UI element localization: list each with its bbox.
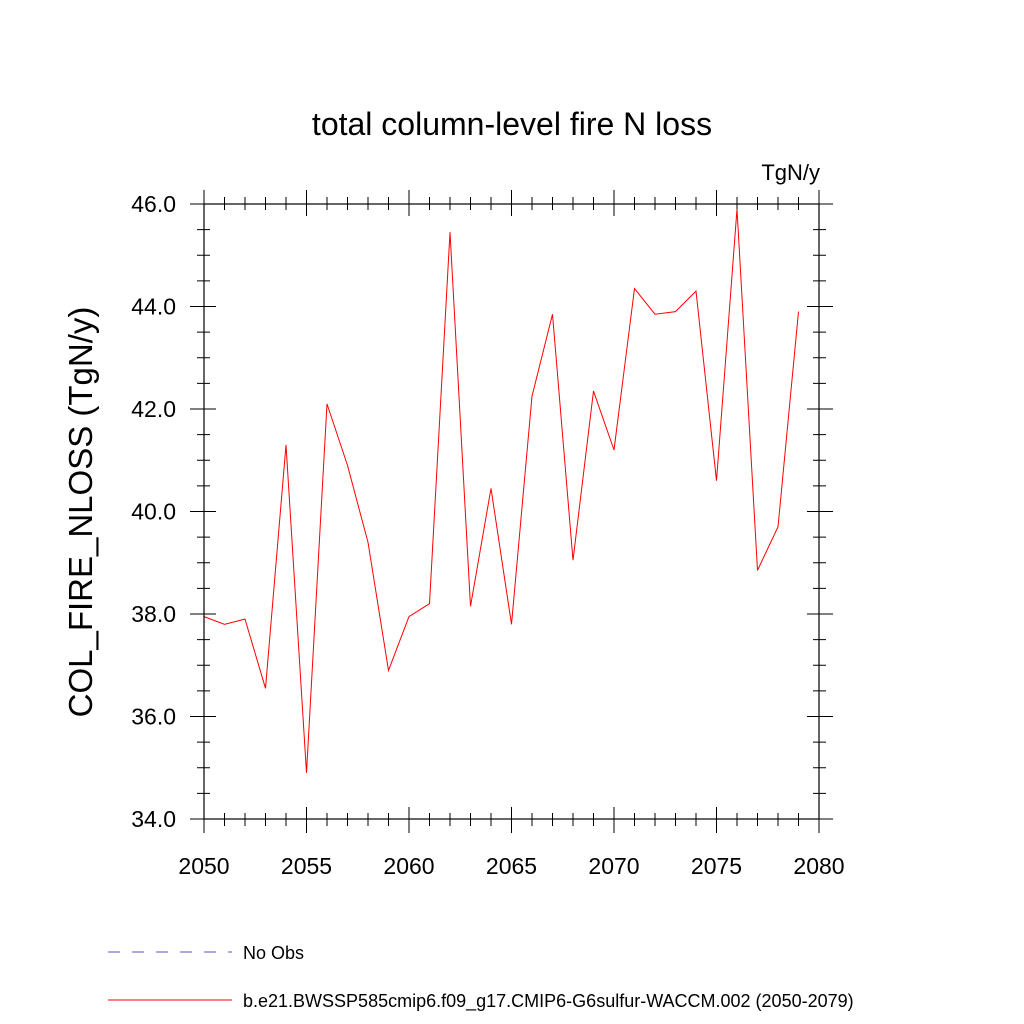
x-tick-label: 2065 — [486, 853, 537, 879]
series-layer — [203, 209, 799, 773]
legend: No Obs b.e21.BWSSP585cmip6.f09_g17.CMIP6… — [108, 943, 854, 1012]
y-tick-label: 40.0 — [131, 499, 176, 525]
legend-label-model-run: b.e21.BWSSP585cmip6.f09_g17.CMIP6-G6sulf… — [243, 991, 854, 1012]
legend-label-no-obs: No Obs — [243, 943, 304, 963]
y-tick-label: 46.0 — [131, 191, 176, 217]
y-axis-label: COL_FIRE_NLOSS (TgN/y) — [62, 307, 99, 718]
y-tick-label: 44.0 — [131, 294, 176, 320]
y-tick-label: 42.0 — [131, 396, 176, 422]
y-tick-label: 34.0 — [131, 806, 176, 832]
axis-tick-labels: 2050 2055 2060 2065 2070 2075 2080 34.0 36.0 38.0… — [131, 191, 844, 879]
chart-title: total column-level fire N loss — [312, 106, 712, 142]
x-tick-label: 2060 — [383, 853, 434, 879]
units-label: TgN/y — [761, 160, 820, 185]
plot-frame — [203, 203, 820, 820]
x-tick-label: 2075 — [691, 853, 742, 879]
x-tick-label: 2050 — [178, 853, 229, 879]
x-tick-label: 2070 — [588, 853, 639, 879]
y-tick-label: 38.0 — [131, 601, 176, 627]
x-tick-label: 2055 — [281, 853, 332, 879]
axis-ticks — [190, 190, 833, 833]
x-tick-label: 2080 — [793, 853, 844, 879]
series-line-0 — [203, 209, 799, 773]
y-tick-label: 36.0 — [131, 704, 176, 730]
